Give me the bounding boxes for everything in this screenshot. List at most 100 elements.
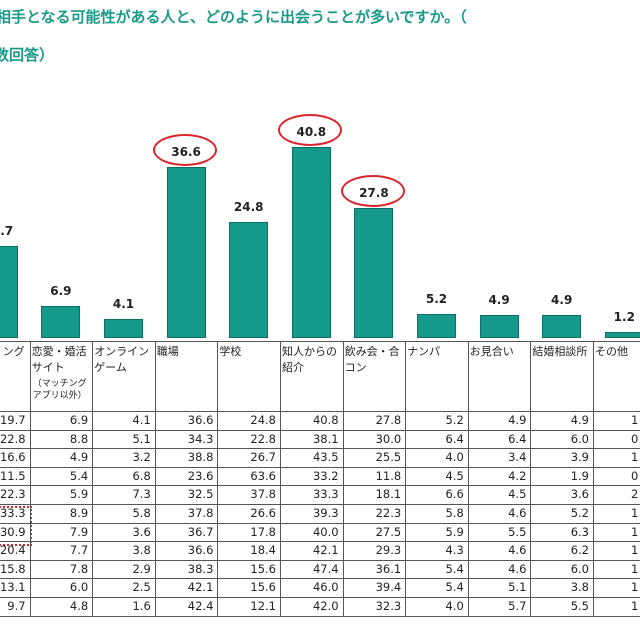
value-label: 4.9 bbox=[551, 293, 573, 308]
value-label: 27.8 bbox=[359, 185, 389, 200]
table-cell: 12.1 bbox=[250, 599, 276, 613]
bar bbox=[417, 313, 456, 338]
category-label: ング bbox=[2, 345, 25, 358]
table-cell: 1 bbox=[631, 506, 639, 520]
table-cell: 5.9 bbox=[445, 524, 464, 539]
table-cell: 6.0 bbox=[570, 431, 589, 446]
value-label: 1.2 bbox=[613, 310, 635, 325]
chart-title: 数回答） bbox=[0, 46, 55, 64]
table-cell: 1 bbox=[631, 524, 639, 539]
table-cell: 6.0 bbox=[570, 561, 589, 576]
highlight-box bbox=[0, 506, 32, 546]
table-border bbox=[0, 485, 640, 487]
table-cell: 7.7 bbox=[69, 543, 89, 558]
category-label: 飲み会・合コン bbox=[344, 345, 400, 374]
category-label: その他 bbox=[595, 345, 628, 358]
value-label: 19.7 bbox=[0, 223, 14, 238]
value-label: 6.9 bbox=[50, 283, 72, 298]
table-border bbox=[280, 341, 281, 616]
table-cell: 4.9 bbox=[508, 413, 527, 427]
table-border bbox=[0, 504, 640, 505]
table-cell: 1.6 bbox=[132, 599, 151, 613]
table-cell: 39.3 bbox=[312, 506, 339, 520]
table-cell: 29.3 bbox=[375, 543, 402, 558]
table-cell: 34.3 bbox=[187, 431, 214, 446]
table-cell: 30.0 bbox=[375, 431, 402, 446]
table-cell: 46.0 bbox=[312, 580, 339, 595]
table-cell: 4.6 bbox=[508, 506, 527, 520]
table-cell: 33.3 bbox=[312, 487, 339, 502]
table-border bbox=[467, 341, 469, 616]
table-cell: 2.9 bbox=[132, 561, 151, 576]
table-cell: 20.4 bbox=[0, 543, 26, 558]
table-cell: 2 bbox=[631, 487, 639, 502]
table-cell: 24.8 bbox=[250, 413, 276, 427]
category-label: 知人からの紹介 bbox=[282, 345, 337, 374]
table-cell: 6.4 bbox=[508, 431, 527, 446]
table-cell: 36.6 bbox=[187, 543, 214, 558]
table-cell: 36.1 bbox=[375, 561, 402, 576]
table-border bbox=[342, 341, 344, 616]
category-label: 職場 bbox=[156, 345, 179, 358]
chart-title: 相手となる可能性がある人と、どのように出会うことが多いですか。（ bbox=[0, 8, 467, 26]
table-cell: 5.2 bbox=[445, 413, 464, 427]
table-cell: 7.8 bbox=[69, 561, 89, 576]
table-cell: 33.3 bbox=[0, 506, 26, 520]
table-cell: 27.8 bbox=[375, 413, 402, 427]
table-border bbox=[217, 341, 219, 616]
table-cell: 11.5 bbox=[0, 468, 26, 483]
table-cell: 3.6 bbox=[570, 487, 589, 502]
table-cell: 27.5 bbox=[375, 524, 402, 539]
table-cell: 37.8 bbox=[250, 487, 276, 502]
table-cell: 4.6 bbox=[508, 561, 527, 576]
table-cell: 5.7 bbox=[508, 599, 527, 613]
table-cell: 4.2 bbox=[508, 468, 527, 483]
category-note: （マッチングアプリ以外） bbox=[32, 379, 87, 401]
category-label: ナンパ bbox=[407, 345, 441, 358]
table-cell: 3.6 bbox=[132, 524, 151, 539]
table-cell: 19.7 bbox=[0, 413, 26, 427]
table-cell: 40.8 bbox=[312, 413, 339, 427]
table-cell: 9.7 bbox=[7, 599, 26, 613]
table-cell: 5.5 bbox=[570, 599, 589, 613]
table-border bbox=[29, 341, 31, 616]
category-label: 学校 bbox=[219, 345, 242, 358]
table-cell: 4.6 bbox=[508, 543, 527, 558]
table-cell: 38.8 bbox=[187, 450, 214, 465]
table-cell: 4.5 bbox=[508, 487, 527, 502]
table-cell: 23.6 bbox=[187, 468, 214, 483]
table-border bbox=[0, 522, 640, 524]
category-label: 恋愛・婚活サイト bbox=[31, 345, 87, 374]
table-cell: 15.6 bbox=[250, 561, 276, 576]
category-label: オンラインゲーム bbox=[94, 345, 150, 374]
table-cell: 7.9 bbox=[69, 524, 89, 539]
bar bbox=[354, 207, 394, 338]
table-cell: 6.2 bbox=[570, 543, 589, 558]
table-cell: 0 bbox=[631, 431, 639, 446]
table-cell: 18.1 bbox=[375, 487, 402, 502]
table-cell: 2.5 bbox=[132, 580, 151, 595]
value-label: 4.1 bbox=[112, 296, 135, 311]
highlight-ellipse bbox=[278, 114, 342, 146]
table-cell: 11.8 bbox=[375, 468, 402, 483]
table-cell: 6.8 bbox=[132, 468, 151, 483]
table-cell: 63.6 bbox=[250, 468, 276, 483]
table-border bbox=[0, 429, 640, 431]
table-cell: 39.4 bbox=[375, 580, 402, 595]
table-cell: 5.9 bbox=[69, 487, 89, 502]
table-cell: 5.5 bbox=[508, 524, 527, 539]
table-cell: 8.9 bbox=[69, 506, 89, 520]
table-cell: 1 bbox=[631, 543, 639, 558]
table-cell: 3.8 bbox=[570, 580, 589, 595]
table-border bbox=[0, 411, 640, 412]
table-cell: 36.7 bbox=[187, 524, 214, 539]
table-cell: 5.4 bbox=[445, 561, 464, 576]
table-cell: 0 bbox=[631, 468, 639, 483]
table-cell: 3.8 bbox=[132, 543, 151, 558]
table-cell: 3.9 bbox=[570, 450, 589, 465]
table-cell: 5.1 bbox=[132, 431, 151, 446]
table-cell: 13.1 bbox=[0, 580, 26, 595]
table-border bbox=[0, 341, 640, 342]
table-cell: 15.6 bbox=[250, 580, 276, 595]
